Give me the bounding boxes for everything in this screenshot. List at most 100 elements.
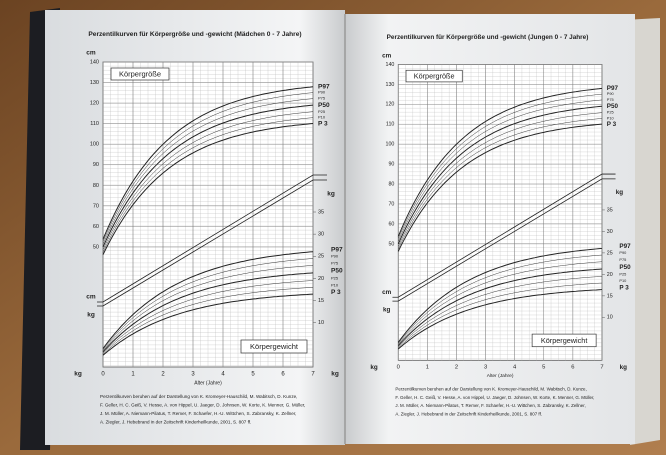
unit-label: kg — [331, 371, 339, 378]
y-tick-label: 90 — [388, 162, 394, 168]
unit-label: kg — [370, 364, 378, 371]
y2-tick-label: 25 — [607, 250, 613, 256]
percentile-curve — [397, 289, 602, 350]
percentile-label: P50 — [607, 103, 619, 110]
unit-label: cm — [382, 289, 392, 296]
percentile-curve — [102, 86, 314, 240]
y2-tick-label: 10 — [318, 320, 324, 326]
percentile-label: P 3 — [607, 121, 617, 128]
percentile-label: P50 — [331, 268, 343, 275]
percentile-curve — [102, 92, 314, 242]
percentile-label: P25 — [607, 110, 614, 115]
unit-label: kg — [327, 191, 335, 198]
percentile-curve — [102, 265, 314, 351]
footnote-line: A. Ziegler, J. Hebebrand in der Zeitschr… — [395, 411, 542, 416]
percentile-label: P75 — [619, 257, 626, 262]
x-tick-label: 7 — [600, 365, 603, 371]
extension-line — [97, 179, 327, 307]
percentile-curve — [102, 258, 314, 350]
percentile-curve — [397, 268, 602, 346]
y2-tick-label: 35 — [318, 209, 324, 215]
percentile-curve — [102, 117, 314, 253]
y2-tick-label: 15 — [318, 298, 324, 304]
x-tick-label: 2 — [455, 365, 458, 371]
percentile-curve — [397, 123, 603, 252]
percentile-label: P10 — [331, 282, 339, 287]
percentile-curve — [102, 98, 314, 245]
percentile-curve — [398, 276, 602, 348]
x-tick-label: 2 — [161, 372, 165, 378]
x-tick-label: 4 — [513, 365, 517, 371]
percentile-curve — [102, 287, 314, 355]
x-tick-label: 7 — [311, 372, 315, 378]
x-tick-label: 0 — [101, 372, 105, 378]
footnote-line: A. Ziegler, J. Hebebrand in der Zeitschr… — [100, 420, 251, 425]
y-tick-label: 130 — [385, 82, 394, 88]
x-tick-label: 5 — [251, 372, 255, 378]
label-box — [240, 339, 308, 354]
y2-tick-label: 20 — [318, 276, 324, 282]
footnote-line: Perzentilkurven beruhen auf der Darstell… — [100, 394, 297, 399]
percentile-curve — [398, 112, 602, 247]
x-tick-label: 5 — [542, 365, 545, 371]
y-tick-label: 110 — [90, 121, 99, 127]
percentile-label: P75 — [607, 97, 614, 102]
chart-page: Perzentilkurven für Körpergröße und -gew… — [370, 34, 631, 416]
y2-tick-label: 20 — [607, 272, 613, 278]
percentile-curve — [397, 247, 602, 343]
x-tick-label: 0 — [397, 365, 400, 371]
x-tick-label: 3 — [484, 365, 487, 371]
percentile-curve — [102, 123, 314, 255]
percentile-label: P97 — [619, 243, 631, 250]
extension-line — [97, 174, 327, 303]
percentile-label: P 3 — [619, 284, 629, 291]
unit-label: kg — [383, 307, 391, 314]
percentile-curve — [398, 93, 602, 239]
x-tick-label: 3 — [191, 372, 195, 378]
y-tick-label: 60 — [93, 224, 99, 230]
chart-label: Körpergewicht — [541, 336, 587, 345]
percentile-curve — [397, 87, 603, 237]
x-tick-label: 6 — [281, 372, 285, 378]
unit-label: kg — [620, 364, 628, 371]
y2-tick-label: 35 — [607, 207, 613, 213]
percentile-label: P97 — [331, 246, 343, 253]
percentile-curve — [102, 251, 314, 349]
unit-label: kg — [87, 312, 95, 319]
percentile-label: P97 — [318, 83, 330, 90]
y-tick-label: 50 — [93, 244, 99, 250]
extension-line — [392, 178, 616, 302]
unit-label: cm — [86, 294, 96, 301]
chart-label: Körpergewicht — [250, 342, 299, 351]
percentile-label: P90 — [318, 90, 326, 95]
percentile-curve — [398, 99, 602, 242]
percentile-curve — [398, 282, 602, 349]
percentile-curve — [398, 254, 602, 344]
unit-label: cm — [86, 50, 96, 57]
y-tick-label: 120 — [90, 101, 99, 107]
percentile-label: P90 — [607, 91, 614, 96]
chart-page: Perzentilkurven für Körpergröße und -gew… — [74, 31, 343, 425]
percentile-label: P25 — [619, 271, 626, 276]
label-box — [405, 69, 463, 83]
unit-label: kg — [74, 371, 82, 378]
y2-tick-label: 30 — [607, 229, 613, 235]
y-tick-label: 130 — [90, 80, 99, 86]
unit-label: cm — [382, 52, 392, 59]
percentile-label: P97 — [607, 85, 619, 92]
y2-tick-label: 30 — [318, 232, 324, 238]
percentile-curve — [102, 280, 314, 354]
percentile-label: P90 — [331, 254, 339, 259]
percentile-curve — [398, 118, 602, 250]
x-tick-label: 1 — [131, 372, 135, 378]
footnote-line: F. Geller, H. C. Geiß, V. Hesse, A. von … — [100, 403, 305, 408]
label-box — [531, 333, 597, 348]
y-tick-label: 70 — [93, 203, 99, 209]
y-tick-label: 70 — [388, 201, 394, 207]
y-tick-label: 80 — [93, 183, 99, 189]
percentile-label: P10 — [619, 278, 626, 283]
extension-line — [392, 173, 616, 298]
footnote-line: J. M. Müller, A. Niemann-Pilatus, T. Rem… — [100, 411, 296, 416]
x-tick-label: 6 — [571, 365, 574, 371]
